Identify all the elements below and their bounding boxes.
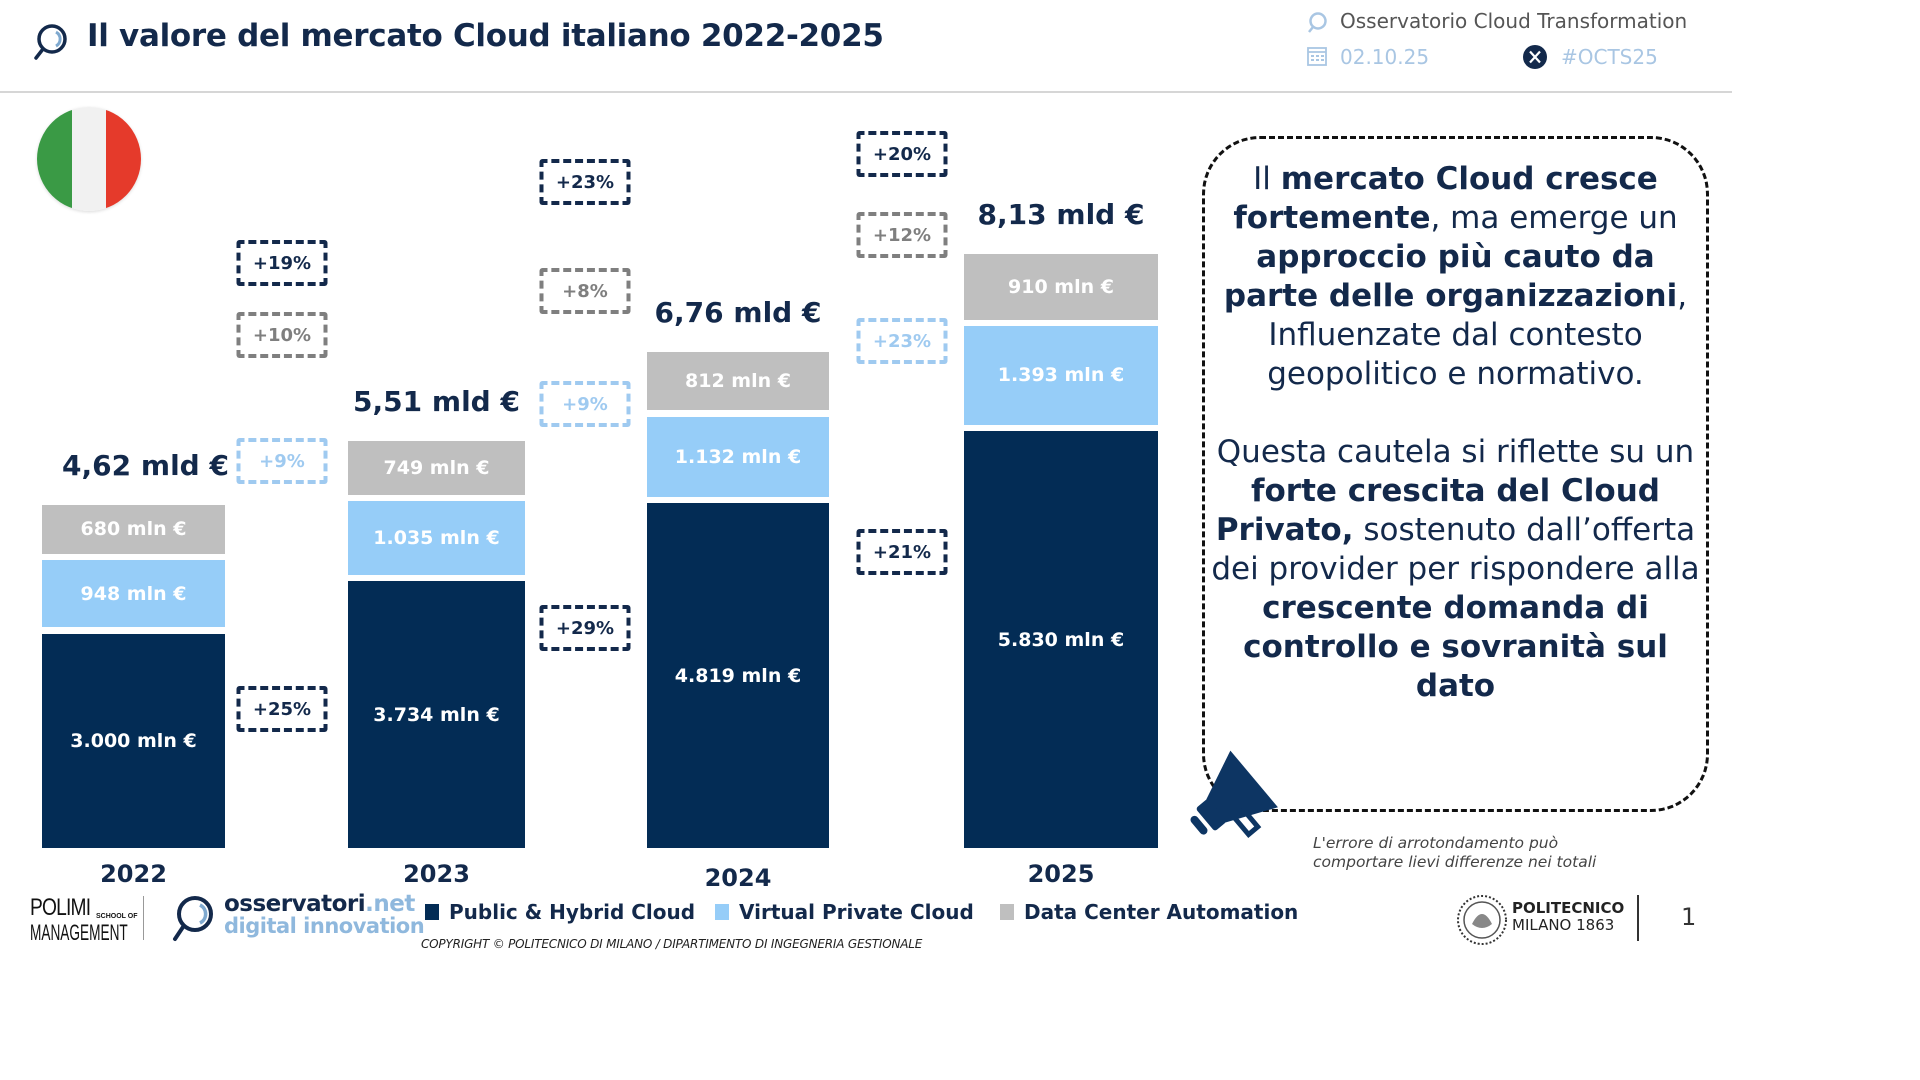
page-number-divider [1637,895,1639,941]
legend-label-dc-automation: Data Center Automation [1024,900,1299,924]
legend-item-public-hybrid: Public & Hybrid Cloud [425,900,695,924]
callout-p2-run: sostenuto dall’offerta dei provider per … [1211,512,1700,587]
total-label-2023: 5,51 mld € [353,385,520,419]
polimi-school-text: SCHOOL OF [96,913,138,920]
growth-badge-dc-automation-2022-2023: +10% [236,312,328,358]
osservatori-tld: .net [365,891,415,917]
callout-paragraph-1: Il mercato Cloud cresce fortemente, ma e… [1210,160,1701,394]
observatory-magnifier-icon [34,24,67,60]
legend-item-dc-automation: Data Center Automation [1000,900,1298,924]
bar-value-label: 749 mln € [383,457,490,480]
bar-value-label: 948 mln € [80,582,187,605]
bar-segment-virtual-private-2023: 1.035 mln € [348,501,525,576]
total-label-2024: 6,76 mld € [654,296,822,330]
bar-segment-public-hybrid-2023: 3.734 mln € [348,581,525,848]
polimi-logo: POLIMI SCHOOL OF MANAGEMENT [30,896,188,944]
footer-logo-divider [143,896,144,940]
osservatori-subtitle: digital innovation [224,914,425,938]
callout-text: Il mercato Cloud cresce fortemente, ma e… [1210,160,1701,706]
callout-p1-run: Il [1253,161,1281,197]
bar-segment-public-hybrid-2024: 4.819 mln € [647,503,829,848]
politecnico-logo: POLITECNICO MILANO 1863 [1512,900,1624,934]
callout-p1-run: , ma emerge un [1430,200,1678,236]
x-tick-label-2023: 2023 [403,860,470,888]
observatory-name: Osservatorio Cloud Transformation [1340,9,1688,33]
callout-p1-run: mercato Cloud cresce fortemente [1233,161,1658,236]
legend-swatch-virtual-private [715,904,729,920]
total-label-2022: 4,62 mld € [62,449,229,483]
legend-swatch-public-hybrid [425,904,439,920]
bar-segment-dc-automation-2025: 910 mln € [964,254,1158,320]
bar-segment-dc-automation-2024: 812 mln € [647,352,829,411]
callout-p2-run: forte crescita del Cloud Privato, [1215,473,1660,548]
callout-p2-run: Questa cautela si riflette su un [1216,434,1695,470]
polimi-text: POLIMI [30,894,91,921]
x-twitter-icon [1523,45,1547,69]
bar-value-label: 1.035 mln € [373,527,500,550]
event-hashtag: #OCTS25 [1561,45,1658,69]
page-title: Il valore del mercato Cloud italiano 202… [87,18,884,54]
callout-p2-run: crescente domanda di controllo e sovrani… [1243,590,1668,704]
growth-badge-total-2024-2025: +20% [856,131,948,177]
bar-value-label: 812 mln € [685,370,791,393]
growth-badge-virtual-private-2023-2024: +9% [539,381,631,427]
growth-badge-public-hybrid-2023-2024: +29% [539,605,631,651]
osservatori-magnifier-icon [173,896,213,941]
bar-value-label: 3.734 mln € [373,703,500,726]
x-tick-label-2022: 2022 [100,860,167,888]
total-label-2025: 8,13 mld € [977,198,1145,232]
callout-p1-run: approccio più cauto da parte delle organ… [1223,239,1678,314]
megaphone-icon [1190,750,1278,839]
bar-value-label: 1.393 mln € [997,364,1125,387]
legend-label-public-hybrid: Public & Hybrid Cloud [449,900,696,924]
osservatori-logo: osservatori.net digital innovation [224,891,425,938]
italy-flag-icon [37,107,141,211]
bar-value-label: 5.830 mln € [997,628,1125,651]
bar-segment-virtual-private-2022: 948 mln € [42,559,225,628]
politecnico-seal-icon [1457,895,1507,945]
legend-item-virtual-private: Virtual Private Cloud [715,900,974,924]
growth-badge-dc-automation-2024-2025: +12% [856,212,948,258]
x-tick-label-2025: 2025 [1027,860,1095,888]
rounding-footnote: L'errore di arrotondamento può comportar… [1313,834,1597,871]
politecnico-name: POLITECNICO [1512,899,1625,917]
callout-p1-run: , Influenzate dal contesto geopolitico e… [1267,278,1688,392]
event-date: 02.10.25 [1340,45,1430,69]
bar-value-label: 680 mln € [80,518,187,541]
growth-badge-total-2023-2024: +23% [539,159,631,205]
legend-swatch-dc-automation [1000,904,1014,920]
politecnico-subtitle: MILANO 1863 [1512,916,1615,934]
osservatori-brand: osservatori [224,891,366,917]
bar-segment-virtual-private-2024: 1.132 mln € [647,416,829,498]
bar-value-label: 3.000 mln € [70,729,197,752]
bar-value-label: 910 mln € [1008,276,1114,299]
growth-badge-dc-automation-2023-2024: +8% [539,268,631,314]
growth-badge-total-2022-2023: +19% [236,240,328,286]
copyright-text: COPYRIGHT © POLITECNICO DI MILANO / DIPA… [421,937,923,951]
callout-paragraph-2: Questa cautela si riflette su un forte c… [1210,433,1701,706]
growth-badge-public-hybrid-2024-2025: +21% [856,529,948,575]
observatory-icon [1308,12,1327,33]
bar-segment-public-hybrid-2025: 5.830 mln € [964,431,1158,848]
bar-value-label: 1.132 mln € [674,445,802,468]
legend-label-virtual-private: Virtual Private Cloud [739,900,974,924]
bar-segment-dc-automation-2022: 680 mln € [42,505,225,554]
callout-box [1202,136,1709,812]
growth-badge-public-hybrid-2022-2023: +25% [236,686,328,732]
bar-segment-virtual-private-2025: 1.393 mln € [964,325,1158,426]
calendar-icon [1307,47,1327,66]
bar-segment-public-hybrid-2022: 3.000 mln € [42,633,225,848]
growth-badge-virtual-private-2024-2025: +23% [856,318,948,364]
header-divider [0,91,1732,93]
page-number: 1 [1681,903,1697,931]
growth-badge-virtual-private-2022-2023: +9% [236,438,328,484]
x-tick-label-2024: 2024 [704,864,772,892]
polimi-management-text: MANAGEMENT [30,920,128,945]
bar-segment-dc-automation-2023: 749 mln € [348,441,525,495]
bar-value-label: 4.819 mln € [674,664,802,687]
